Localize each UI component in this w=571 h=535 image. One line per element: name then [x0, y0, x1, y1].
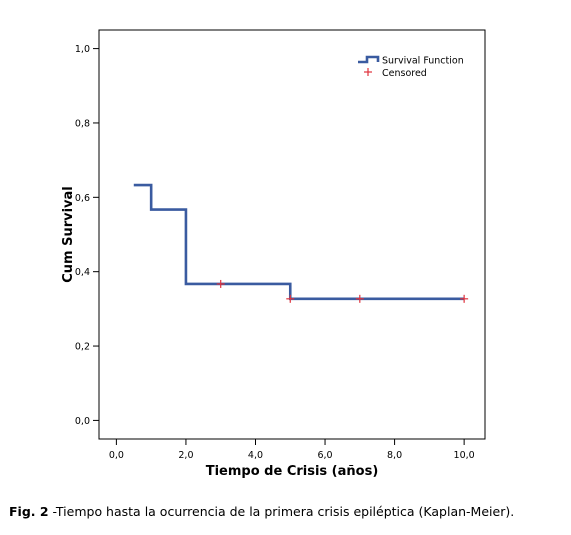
y-tick-label: 0,2	[75, 342, 90, 353]
legend-survival-label: Survival Function	[382, 56, 464, 67]
x-tick-label: 6,0	[317, 450, 332, 461]
caption-label: Fig. 2	[9, 504, 49, 519]
y-tick-label: 0,8	[75, 118, 90, 129]
x-axis-label: Tiempo de Crisis (años)	[206, 464, 379, 479]
legend-censored-label: Censored	[382, 68, 427, 79]
kaplan-meier-chart: 0,0 2,0 4,0 6,0 8,0 10,0 0,0 0,2 0,4 0,6 0,8 1,0 Tie…	[61, 29, 486, 479]
figure-caption: Fig. 2 -Tiempo hasta la ocurrencia de la…	[9, 504, 564, 519]
legend-survival-swatch	[358, 55, 380, 64]
x-tick-label: 4,0	[248, 450, 263, 461]
y-tick-label: 0,6	[75, 193, 90, 204]
survival-function-line	[133, 183, 465, 301]
chart-marks	[133, 183, 469, 303]
censored-marker	[460, 294, 469, 303]
y-axis-label: Cum Survival	[61, 186, 76, 283]
x-tick-label: 2,0	[178, 450, 193, 461]
plot-frame	[98, 29, 486, 440]
y-tick-label: 1,0	[75, 44, 90, 55]
y-tick-label: 0,4	[75, 267, 90, 278]
censored-marker	[355, 294, 364, 303]
x-tick-label: 10,0	[454, 450, 475, 461]
axes: 0,0 2,0 4,0 6,0 8,0 10,0 0,0 0,2 0,4 0,6 0,8 1,0 Tie…	[61, 29, 486, 479]
censored-marker	[286, 294, 295, 303]
y-tick-label: 0,0	[75, 416, 90, 427]
x-tick-label: 0,0	[109, 450, 124, 461]
caption-text: -Tiempo hasta la ocurrencia de la primer…	[48, 504, 515, 519]
censored-marker	[216, 279, 225, 288]
x-tick-label: 8,0	[387, 450, 402, 461]
